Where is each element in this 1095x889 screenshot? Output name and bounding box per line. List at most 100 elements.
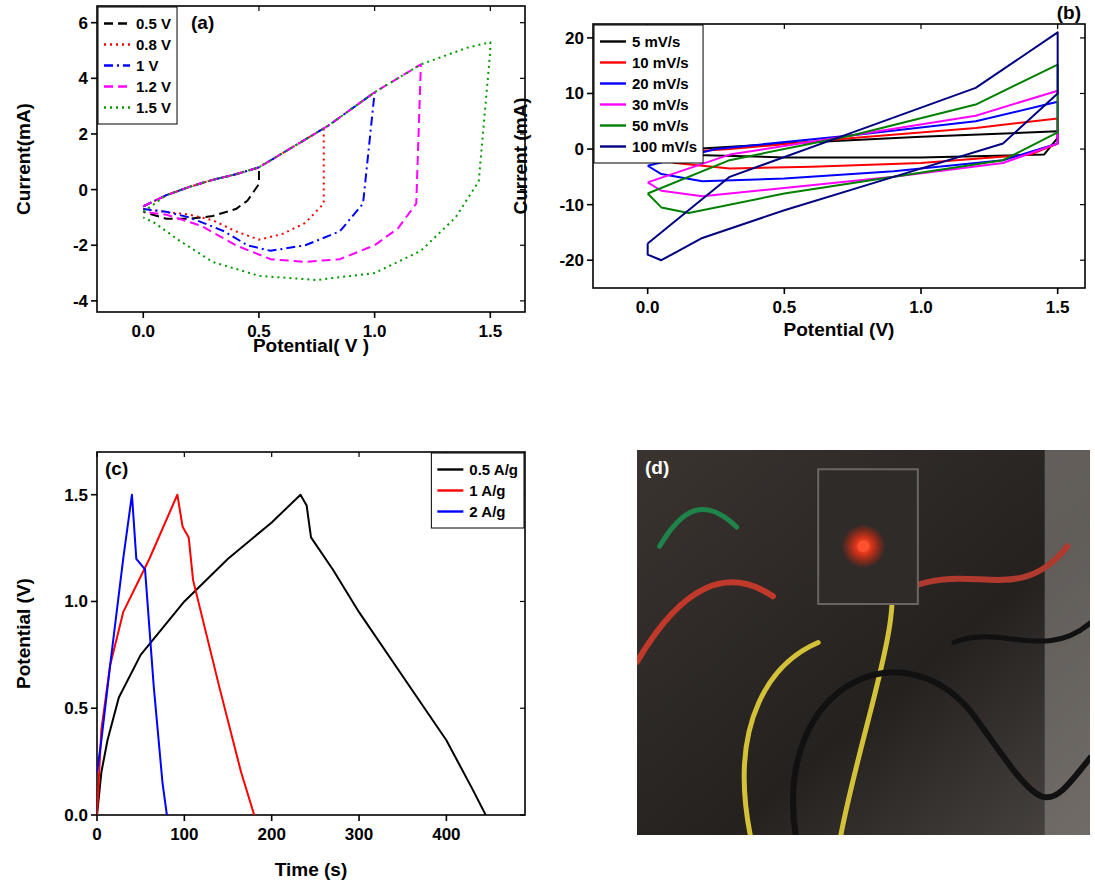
- y-tick-label: 0.0: [64, 806, 88, 825]
- x-tick-top: [374, 6, 375, 11]
- x-tick: [920, 288, 922, 294]
- y-tick: [587, 37, 593, 39]
- y-tick: [91, 22, 97, 24]
- legend-swatch: [600, 124, 626, 126]
- legend: 0.5 V0.8 V1 V1.2 V1.5 V: [98, 7, 177, 124]
- x-axis-title: Potential( V ): [253, 335, 369, 356]
- photo-background: [637, 450, 1090, 835]
- y-tick: [91, 707, 97, 709]
- x-tick-top: [784, 24, 785, 29]
- y-tick: [587, 93, 593, 95]
- y-tick-right: [1080, 148, 1085, 149]
- x-tick-label: 300: [345, 825, 373, 844]
- x-tick-label: 0.5: [773, 298, 797, 317]
- x-tick: [1057, 288, 1059, 294]
- x-tick: [489, 312, 491, 318]
- series-line: [648, 32, 1058, 260]
- legend-swatch: [600, 40, 626, 42]
- photo-content: [637, 450, 1090, 835]
- panel: 01002003004000.00.51.01.5Time (s)Potenti…: [13, 452, 525, 880]
- led: [859, 541, 869, 551]
- legend-swatch: [104, 64, 130, 66]
- legend-swatch: [104, 106, 130, 108]
- legend-label: 0.5 A/g: [469, 461, 518, 478]
- legend-swatch: [600, 82, 626, 84]
- photo-wire: [841, 566, 892, 836]
- x-tick-label: 0.0: [636, 298, 660, 317]
- y-tick-label: 0: [575, 140, 584, 159]
- legend-swatch: [104, 43, 130, 45]
- legend-swatch: [600, 61, 626, 63]
- y-tick-right: [1080, 93, 1085, 94]
- legend-swatch: [437, 468, 463, 470]
- series-line: [97, 495, 254, 815]
- y-tick: [91, 189, 97, 191]
- y-tick: [91, 300, 97, 302]
- plot-data: [97, 495, 486, 815]
- legend: 0.5 A/g1 A/g2 A/g: [431, 453, 524, 528]
- panel-label: (a): [191, 12, 214, 33]
- y-tick-label: -2: [73, 236, 88, 255]
- photo-wire: [793, 672, 1090, 835]
- y-tick: [91, 244, 97, 246]
- y-tick-right: [1080, 37, 1085, 38]
- plot-data: [648, 32, 1058, 260]
- y-tick-right: [1080, 260, 1085, 261]
- legend-swatch: [104, 22, 130, 24]
- plot-data: [143, 42, 490, 280]
- legend-box: [431, 453, 524, 528]
- legend-label: 30 mV/s: [632, 96, 689, 113]
- background: [0, 0, 1095, 889]
- legend-label: 20 mV/s: [632, 75, 689, 92]
- legend-label: 50 mV/s: [632, 117, 689, 134]
- panel: 0.00.51.01.5-20-1001020Potential (V)Curr…: [510, 2, 1085, 340]
- x-tick-label: 200: [258, 825, 286, 844]
- x-tick: [374, 312, 376, 318]
- y-tick-label: 1.5: [64, 486, 88, 505]
- x-tick-label: 400: [432, 825, 460, 844]
- legend-label: 0.8 V: [136, 36, 171, 53]
- plot-frame: [593, 24, 1085, 288]
- x-tick-label: 1.0: [909, 298, 933, 317]
- photo-wire: [918, 546, 1067, 585]
- x-tick-top: [490, 6, 491, 11]
- x-tick-top: [271, 452, 272, 457]
- y-tick-label: -10: [559, 196, 584, 215]
- y-tick-label: 0.5: [64, 699, 88, 718]
- legend-swatch: [437, 489, 463, 491]
- x-tick: [446, 815, 448, 821]
- legend-label: 0.5 V: [136, 15, 171, 32]
- y-tick-right: [520, 22, 525, 23]
- x-tick: [142, 312, 144, 318]
- photo-wire: [660, 509, 737, 546]
- y-tick: [91, 601, 97, 603]
- y-axis-title: Current (mA): [510, 97, 531, 214]
- series-line: [648, 65, 1058, 213]
- legend-label: 1.5 V: [136, 99, 171, 116]
- photo-wire: [637, 582, 773, 661]
- legend-label: 100 mV/s: [632, 138, 697, 155]
- x-tick: [96, 815, 98, 821]
- y-tick-label: 0: [79, 181, 88, 200]
- y-tick: [587, 259, 593, 261]
- y-tick-label: 2: [79, 125, 88, 144]
- y-tick-label: -4: [73, 292, 89, 311]
- x-tick-label: 100: [170, 825, 198, 844]
- photo: (d): [637, 450, 1090, 835]
- legend-label: 2 A/g: [469, 503, 505, 520]
- y-tick: [91, 494, 97, 496]
- x-tick-label: 0: [92, 825, 101, 844]
- legend-box: [98, 7, 177, 124]
- panel: 0.00.51.01.5-4-20246Potential( V )Curren…: [13, 6, 525, 356]
- series-line: [97, 495, 486, 815]
- x-tick-top: [358, 452, 359, 457]
- legend-box: [594, 25, 703, 163]
- x-tick-label: 1.5: [478, 322, 502, 341]
- y-tick-right: [520, 300, 525, 301]
- panel-label: (c): [105, 458, 128, 479]
- legend-label: 10 mV/s: [632, 54, 689, 71]
- x-tick-top: [1057, 24, 1058, 29]
- x-tick: [184, 815, 186, 821]
- y-tick: [587, 204, 593, 206]
- series-line: [143, 92, 374, 251]
